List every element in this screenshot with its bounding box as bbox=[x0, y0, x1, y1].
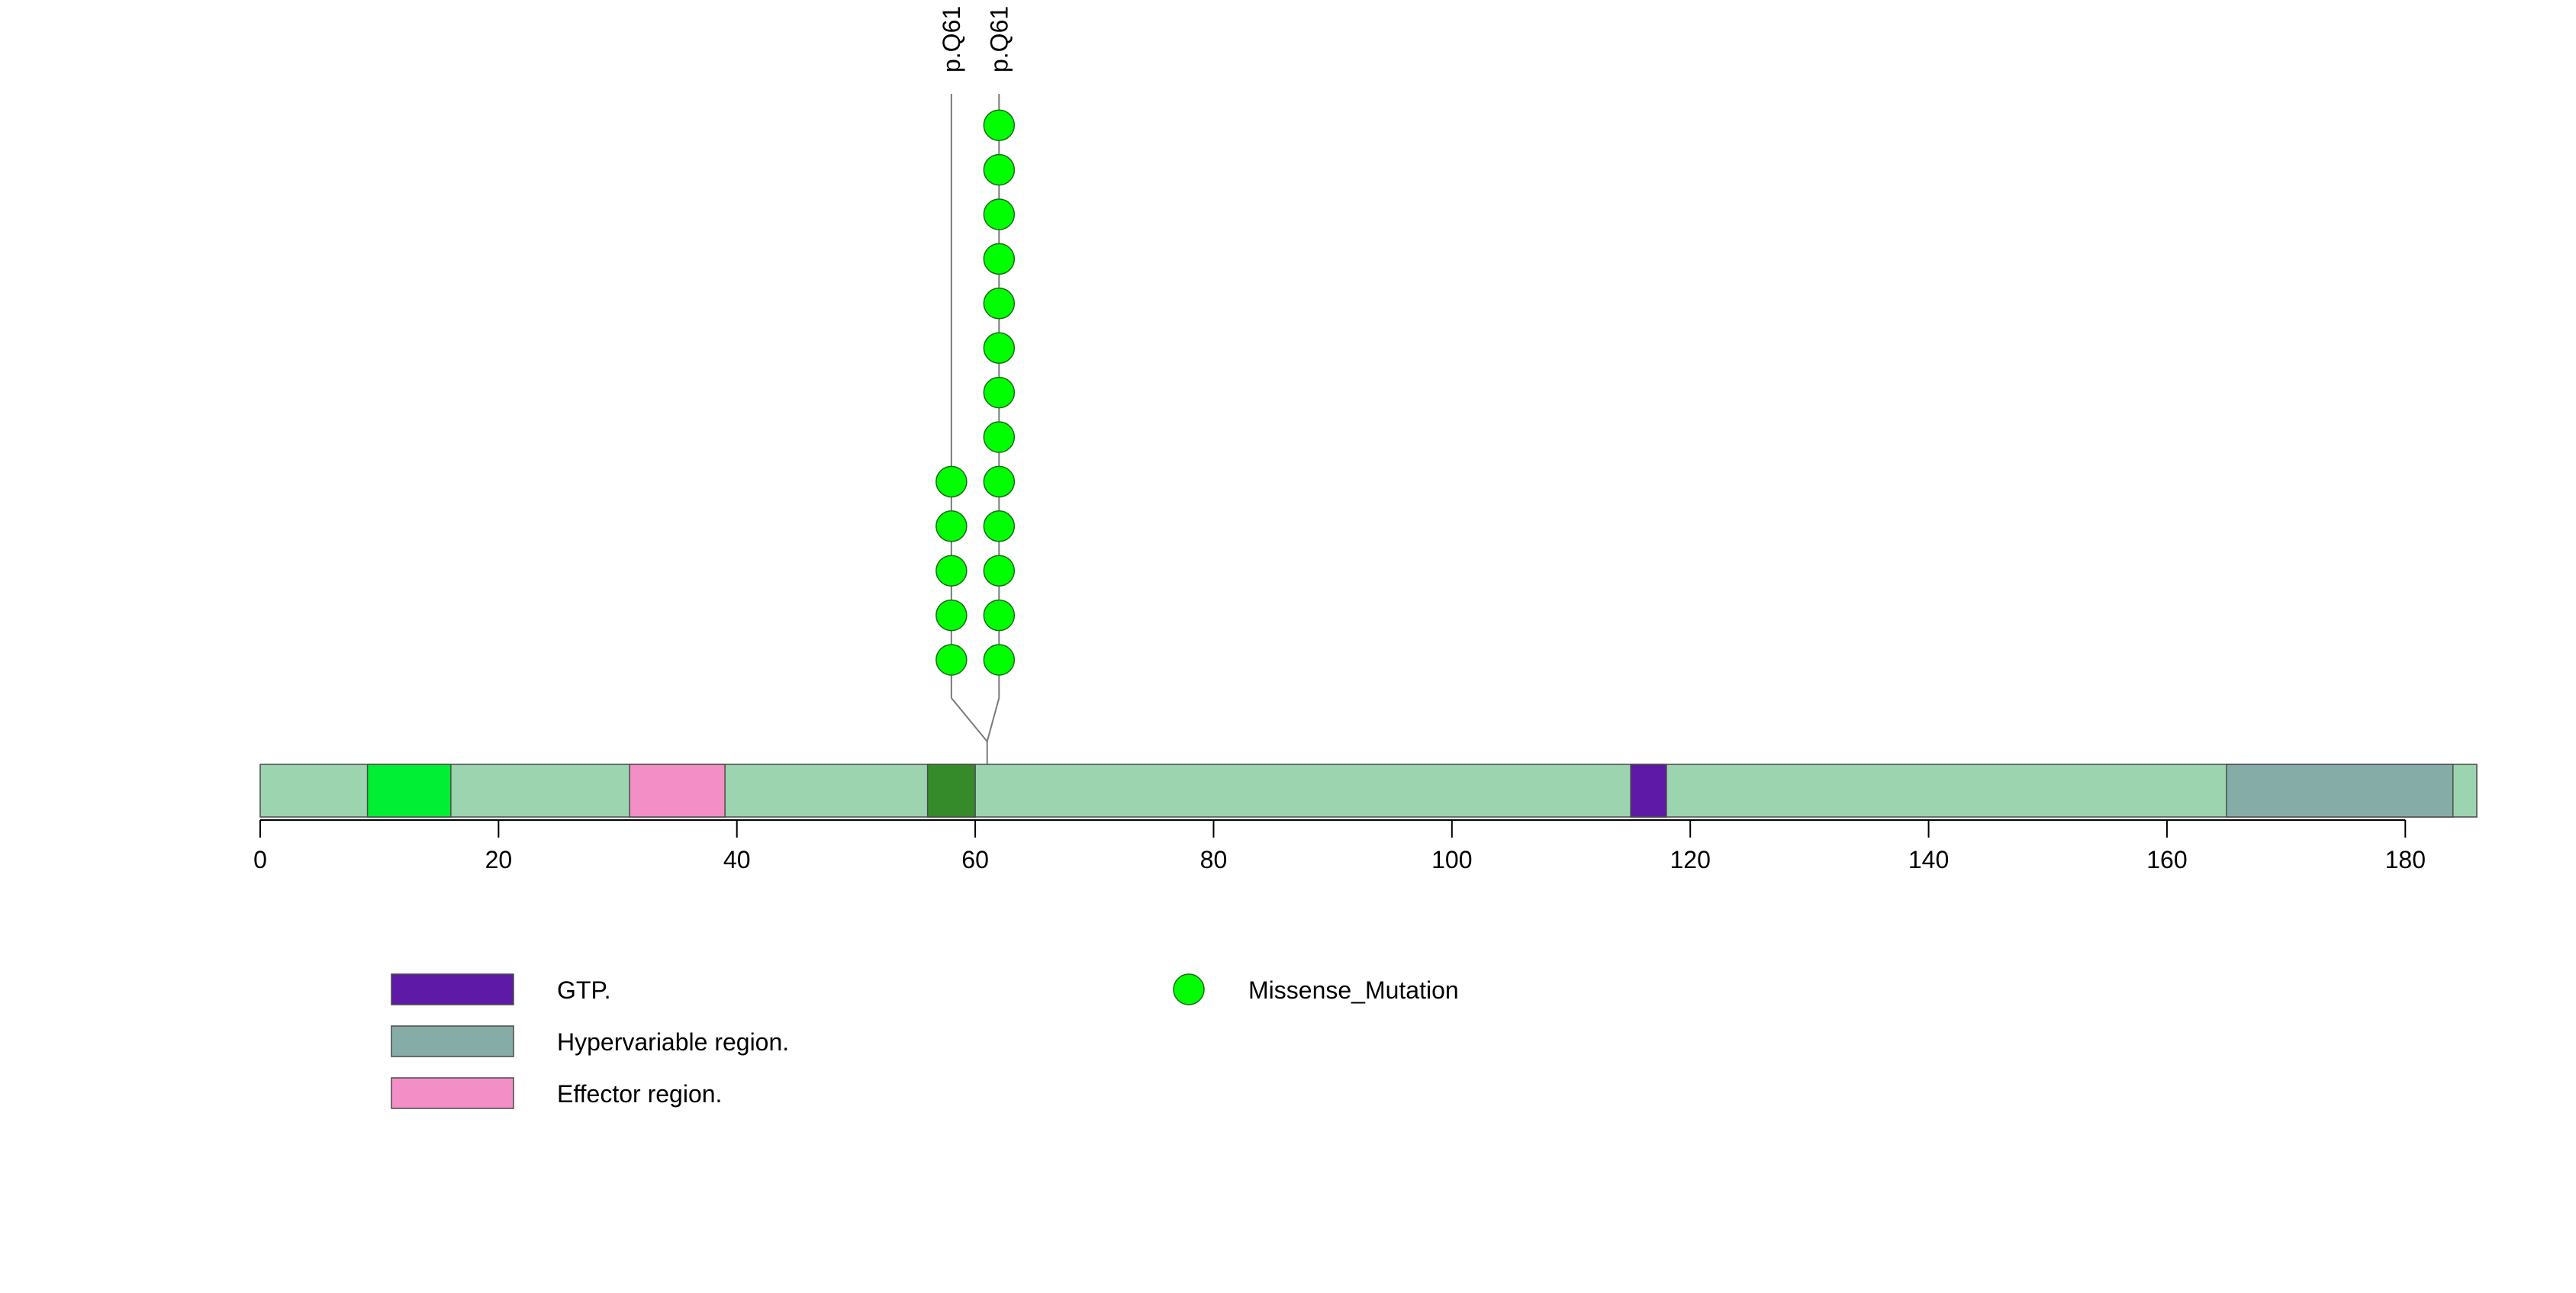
protein-backbone bbox=[259, 764, 2478, 818]
domain-1 bbox=[629, 764, 726, 818]
x-tick-label-160: 160 bbox=[2146, 846, 2187, 873]
mutation-point-0-3 bbox=[935, 510, 968, 542]
x-tick-label-180: 180 bbox=[2385, 846, 2426, 873]
legend: GTP. Hypervariable region. Effector region… bbox=[391, 973, 1459, 1109]
mutation-point-1-6 bbox=[983, 376, 1016, 409]
mutation-point-1-1 bbox=[983, 599, 1016, 632]
x-tick-label-20: 20 bbox=[485, 846, 513, 873]
mutation-label-1: p.Q61 bbox=[985, 6, 1013, 72]
x-tick-label-140: 140 bbox=[1908, 846, 1949, 873]
mutation-point-0-0 bbox=[935, 644, 968, 676]
legend-swatch-2 bbox=[391, 1077, 514, 1109]
domain-3 bbox=[1630, 764, 1667, 818]
legend-label-1: Hypervariable region. bbox=[557, 1028, 789, 1056]
x-tick-label-40: 40 bbox=[723, 846, 751, 873]
x-tick-label-100: 100 bbox=[1431, 846, 1472, 873]
legend-mutation-marker-0 bbox=[1173, 973, 1205, 1005]
mutation-point-1-5 bbox=[983, 421, 1016, 453]
mutation-labels: p.Q61 p.Q61 bbox=[938, 6, 1013, 72]
mutation-point-0-1 bbox=[935, 599, 968, 632]
domain-0 bbox=[366, 764, 452, 818]
mutation-point-1-3 bbox=[983, 510, 1016, 542]
mutation-label-0: p.Q61 bbox=[938, 6, 965, 72]
mutation-point-1-7 bbox=[983, 332, 1016, 364]
mutation-point-1-12 bbox=[983, 109, 1016, 141]
mutation-point-1-11 bbox=[983, 153, 1016, 186]
mutation-point-0-4 bbox=[935, 465, 968, 498]
mutation-point-1-0 bbox=[983, 644, 1016, 676]
x-tick-label-60: 60 bbox=[961, 846, 989, 873]
mutation-points bbox=[935, 109, 1016, 676]
mutation-point-0-2 bbox=[935, 555, 968, 587]
legend-swatch-1 bbox=[391, 1025, 514, 1057]
x-tick-label-120: 120 bbox=[1670, 846, 1710, 873]
legend-mutation-label-0: Missense_Mutation bbox=[1248, 976, 1459, 1004]
legend-label-0: GTP. bbox=[557, 976, 611, 1004]
protein-backbone-group bbox=[259, 764, 2478, 818]
stem-connector-0 bbox=[951, 697, 988, 742]
mutation-point-1-9 bbox=[983, 243, 1016, 275]
mutation-point-1-4 bbox=[983, 465, 1016, 498]
mutation-point-1-10 bbox=[983, 198, 1016, 230]
mutation-point-1-8 bbox=[983, 288, 1016, 320]
stem-connector-1 bbox=[986, 697, 1000, 742]
x-tick-label-80: 80 bbox=[1200, 846, 1228, 873]
domain-4 bbox=[2226, 764, 2454, 818]
legend-swatch-0 bbox=[391, 973, 514, 1005]
x-axis: 0 20 40 60 80 100 120 140 160 180 bbox=[253, 819, 2426, 873]
x-tick-label-0: 0 bbox=[253, 846, 267, 873]
legend-label-2: Effector region. bbox=[557, 1080, 722, 1108]
mutation-point-1-2 bbox=[983, 555, 1016, 587]
domain-2 bbox=[926, 764, 976, 818]
